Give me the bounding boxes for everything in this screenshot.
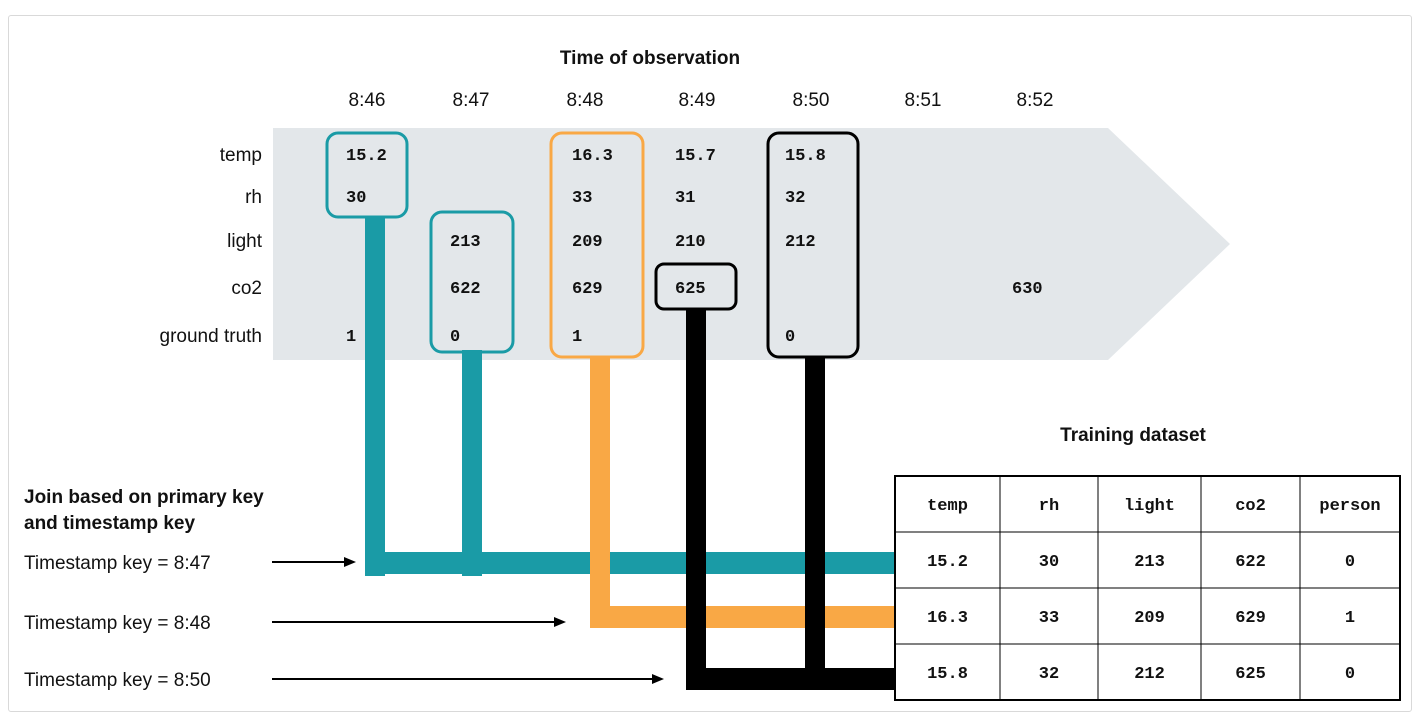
- obs-rh-848: 33: [572, 189, 592, 208]
- black-connector-850: [805, 356, 825, 688]
- training-dataset-title: Training dataset: [1060, 425, 1206, 446]
- timeline-arrow-band: [273, 128, 1230, 360]
- join-caption-line1: Join based on primary key: [24, 487, 264, 508]
- time-header-846: 8:46: [349, 90, 386, 111]
- training-cell-person: 0: [1345, 665, 1355, 684]
- training-cell-person: 1: [1345, 609, 1355, 628]
- training-header-person: person: [1319, 497, 1380, 516]
- teal-connector-horizontal: [365, 552, 895, 574]
- timestamp-arrow-850: [272, 674, 664, 684]
- row-labels: temp rh light co2 ground truth: [160, 145, 263, 347]
- training-header-co2: co2: [1235, 497, 1266, 516]
- time-header-849: 8:49: [679, 90, 716, 111]
- box-847-light-co2-truth: [429, 210, 515, 354]
- obs-temp-849: 15.7: [675, 147, 716, 166]
- diagram-title: Time of observation: [560, 48, 740, 69]
- timestamp-arrow-847: [272, 557, 356, 567]
- obs-light-847: 213: [450, 233, 481, 252]
- timestamp-key-850: Timestamp key = 8:50: [24, 670, 211, 691]
- time-headers: 8:46 8:47 8:48 8:49 8:50 8:51 8:52: [349, 90, 1054, 111]
- training-cell-co2: 622: [1235, 553, 1266, 572]
- box-849-co2: [654, 262, 738, 311]
- obs-rh-849: 31: [675, 189, 695, 208]
- obs-ground-truth-850: 0: [785, 328, 795, 347]
- obs-temp-850: 15.8: [785, 147, 826, 166]
- training-cell-rh: 32: [1039, 665, 1059, 684]
- black-connector-horizontal: [686, 668, 895, 690]
- box-850: [766, 131, 860, 359]
- time-header-850: 8:50: [793, 90, 830, 111]
- training-cell-temp: 15.8: [927, 665, 968, 684]
- join-caption-line2: and timestamp key: [24, 513, 195, 534]
- box-846-temp-rh: [325, 131, 409, 219]
- time-header-852: 8:52: [1017, 90, 1054, 111]
- black-connector-849: [686, 308, 706, 688]
- highlight-boxes: [325, 131, 860, 359]
- timestamp-key-847: Timestamp key = 8:47: [24, 553, 211, 574]
- training-header-temp: temp: [927, 497, 968, 516]
- training-table-grid: [894, 475, 1401, 701]
- training-cell-temp: 15.2: [927, 553, 968, 572]
- obs-light-849: 210: [675, 233, 706, 252]
- timestamp-arrow-848: [272, 617, 566, 627]
- obs-temp-846: 15.2: [346, 147, 387, 166]
- time-header-847: 8:47: [453, 90, 490, 111]
- join-connectors: [365, 216, 895, 690]
- obs-temp-848: 16.3: [572, 147, 613, 166]
- training-cell-light: 209: [1134, 609, 1165, 628]
- training-header-light: light: [1124, 497, 1175, 516]
- obs-light-848: 209: [572, 233, 603, 252]
- diagram-frame: [8, 15, 1412, 712]
- time-header-848: 8:48: [567, 90, 604, 111]
- training-cell-co2: 625: [1235, 665, 1266, 684]
- row-label-co2: co2: [231, 278, 262, 299]
- obs-ground-truth-847: 0: [450, 328, 460, 347]
- row-label-light: light: [227, 231, 263, 252]
- training-cell-light: 213: [1134, 553, 1165, 572]
- training-dataset-table: temp rh light co2 person 15.2 30 213 622 0 16.3 33 2…: [894, 475, 1401, 701]
- obs-rh-846: 30: [346, 189, 366, 208]
- teal-connector-847: [462, 350, 482, 576]
- obs-ground-truth-848: 1: [572, 328, 582, 347]
- obs-co2-848: 629: [572, 280, 603, 299]
- obs-ground-truth-846: 1: [346, 328, 356, 347]
- row-label-rh: rh: [245, 187, 262, 208]
- training-cell-rh: 30: [1039, 553, 1059, 572]
- obs-light-850: 212: [785, 233, 816, 252]
- box-848-all: [549, 131, 645, 359]
- obs-co2-852: 630: [1012, 280, 1043, 299]
- row-label-ground-truth: ground truth: [160, 326, 262, 347]
- obs-rh-850: 32: [785, 189, 805, 208]
- observation-values: 15.2 16.3 15.7 15.8 30 33 31 32 213 209 210 212 622 6…: [346, 147, 1043, 347]
- teal-connector-846: [365, 216, 385, 576]
- training-cell-person: 0: [1345, 553, 1355, 572]
- orange-connector-vertical: [590, 356, 610, 628]
- obs-co2-847: 622: [450, 280, 481, 299]
- timestamp-key-848: Timestamp key = 8:48: [24, 613, 211, 634]
- training-cell-co2: 629: [1235, 609, 1266, 628]
- training-header-rh: rh: [1039, 497, 1059, 516]
- obs-co2-849: 625: [675, 280, 706, 299]
- orange-connector-horizontal: [590, 606, 895, 628]
- training-cell-rh: 33: [1039, 609, 1059, 628]
- row-label-temp: temp: [220, 145, 262, 166]
- training-cell-temp: 16.3: [927, 609, 968, 628]
- time-header-851: 8:51: [905, 90, 942, 111]
- training-cell-light: 212: [1134, 665, 1165, 684]
